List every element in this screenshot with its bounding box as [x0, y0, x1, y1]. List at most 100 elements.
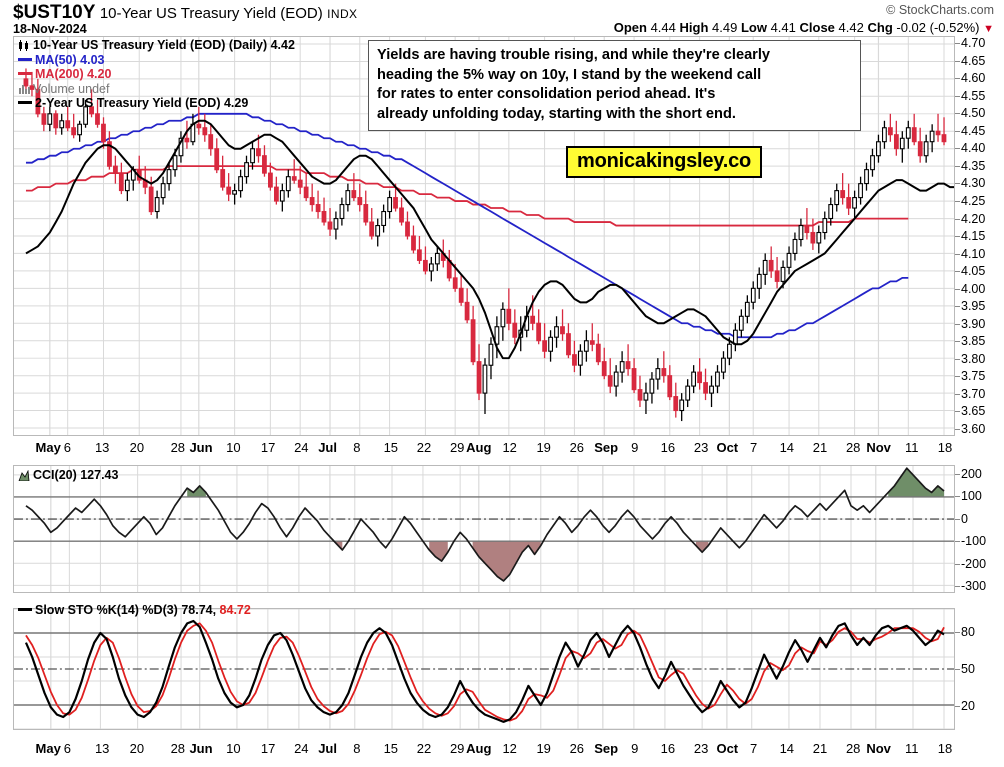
y-axis-label: 4.20 — [961, 211, 986, 226]
y-axis-label: 4.25 — [961, 193, 986, 208]
y-axis-label: 3.80 — [961, 351, 986, 366]
y-axis-tick — [955, 165, 960, 167]
y-axis-tick — [955, 78, 960, 80]
y-axis-tick — [955, 183, 960, 185]
y-axis-label: -300 — [961, 579, 987, 594]
y-axis-label: 4.65 — [961, 53, 986, 68]
down-arrow-icon: ▼ — [983, 23, 994, 35]
y-axis-tick — [955, 341, 960, 343]
y-axis-tick — [955, 563, 960, 565]
x-axis-day-label: 8 — [353, 741, 361, 756]
legend-price-label: 10-Year US Treasury Yield (EOD) (Daily) … — [33, 38, 295, 52]
x-axis-day-label: 11 — [905, 440, 919, 455]
price-y-axis: 4.70 4.65 4.60 4.55 4.50 4.45 4.40 4.35 4.30 4.25… — [961, 36, 1004, 436]
x-axis-day-label: 12 — [502, 741, 517, 756]
security-type: INDX — [327, 7, 358, 21]
y-axis-label: 3.95 — [961, 299, 986, 314]
y-axis-tick — [955, 148, 960, 150]
x-axis-day-label: 6 — [63, 440, 72, 455]
x-axis-day-label: 21 — [812, 440, 828, 455]
x-axis-month-label: Sep — [594, 440, 619, 455]
close-value: 4.42 — [838, 20, 864, 35]
legend-ma200-label: MA(200) 4.20 — [35, 67, 112, 81]
x-axis-day-label: 13 — [94, 440, 110, 455]
x-axis-month-label: Nov — [866, 440, 891, 455]
annotation-line-4: already unfolding today, starting with t… — [377, 105, 736, 122]
legend-ma50-label: MA(50) 4.03 — [35, 52, 105, 67]
x-axis-day-label: 11 — [905, 741, 919, 756]
x-axis-day-label: 6 — [63, 741, 72, 756]
y-axis-label: 4.70 — [961, 36, 986, 50]
y-axis-label: 80 — [961, 625, 975, 640]
x-axis-day-label: 20 — [129, 741, 145, 756]
cci-indicator-panel[interactable] — [13, 465, 955, 593]
x-axis-day-label: 14 — [779, 741, 795, 756]
sto-plot-area — [14, 609, 954, 729]
legend-row-ma50: MA(50) 4.03 — [18, 53, 295, 68]
sto-legend: Slow STO %K(14) %D(3) 78.74, 84.72 — [18, 603, 251, 618]
y-axis-tick — [955, 200, 960, 202]
y-axis-tick — [955, 411, 960, 413]
y-axis-label: 4.60 — [961, 71, 986, 86]
x-axis-day-label: 28 — [170, 440, 186, 455]
x-axis-day-label: 19 — [536, 741, 551, 756]
y-axis-label: 4.30 — [961, 176, 986, 191]
ma200-color-swatch-icon — [18, 72, 32, 76]
x-axis-day-label: 24 — [294, 741, 309, 756]
low-label: Low — [740, 20, 767, 35]
x-axis-day-label: 18 — [937, 741, 953, 756]
chart-header: $UST10Y 10-Year US Treasury Yield (EOD) … — [0, 0, 1004, 36]
y-axis-label: 3.60 — [961, 422, 986, 436]
x-axis-month-label: Jul — [318, 440, 337, 455]
y-axis-label: 3.70 — [961, 386, 986, 401]
y-axis-tick — [955, 541, 960, 543]
y-axis-label: 4.40 — [961, 141, 986, 156]
y-axis-tick — [955, 218, 960, 220]
legend-2y-label: 2-Year US Treasury Yield (EOD) 4.29 — [35, 96, 249, 110]
y-axis-label: 50 — [961, 662, 975, 676]
x-axis-month-label: Aug — [466, 741, 492, 756]
ohlc-quote-bar: Open 4.44 High 4.49 Low 4.41 Close 4.42 … — [614, 20, 994, 35]
x-axis-day-label: 12 — [502, 440, 517, 455]
y-axis-tick — [955, 236, 960, 237]
y-axis-tick — [955, 306, 960, 308]
close-label: Close — [799, 20, 835, 35]
chg-label: Chg — [867, 20, 893, 35]
symbol-line: $UST10Y 10-Year US Treasury Yield (EOD) … — [13, 2, 357, 24]
x-axis-month-label: Nov — [866, 741, 891, 756]
y-axis-label: 3.90 — [961, 316, 986, 331]
x-axis-day-label: 28 — [845, 440, 861, 455]
stochastics-indicator-panel[interactable] — [13, 608, 955, 730]
x-axis-day-label: 10 — [226, 440, 241, 455]
x-axis-day-label: 16 — [660, 440, 676, 455]
x-axis-month-label: Aug — [466, 440, 492, 455]
price-legend: 10-Year US Treasury Yield (EOD) (Daily) … — [18, 38, 295, 111]
x-axis-month-label: Jun — [189, 741, 213, 756]
x-axis-day-label: 23 — [693, 440, 709, 455]
legend-row-2y: 2-Year US Treasury Yield (EOD) 4.29 — [18, 96, 295, 111]
sto-d-value: 84.72 — [219, 603, 251, 617]
y-axis-label: 4.55 — [961, 88, 986, 103]
open-value: 4.44 — [650, 20, 676, 35]
y-axis-label: 0 — [961, 511, 968, 526]
candlestick-icon — [18, 39, 30, 51]
y-axis-tick — [955, 496, 960, 498]
x-axis-day-label: 17 — [260, 440, 276, 455]
cci-legend: CCI(20) 127.43 — [18, 468, 118, 483]
volume-bars-icon — [18, 83, 30, 95]
y-axis-label: 4.35 — [961, 158, 986, 173]
y-axis-tick — [955, 95, 960, 97]
x-axis-day-label: 10 — [226, 741, 241, 756]
x-axis-day-label: 13 — [94, 741, 110, 756]
legend-row-volume: Volume undef — [18, 82, 295, 97]
y-axis-tick — [955, 376, 960, 378]
legend-row-ma200: MA(200) 4.20 — [18, 67, 295, 82]
overlay2y-color-swatch-icon — [18, 101, 32, 105]
ticker-symbol: $UST10Y — [13, 2, 96, 23]
y-axis-tick — [955, 358, 960, 360]
x-axis-day-label: 28 — [845, 741, 861, 756]
x-axis-day-label: 22 — [416, 741, 432, 756]
y-axis-tick — [955, 586, 960, 588]
x-axis-month-label: May — [35, 440, 61, 455]
x-axis-day-label: 21 — [812, 741, 828, 756]
